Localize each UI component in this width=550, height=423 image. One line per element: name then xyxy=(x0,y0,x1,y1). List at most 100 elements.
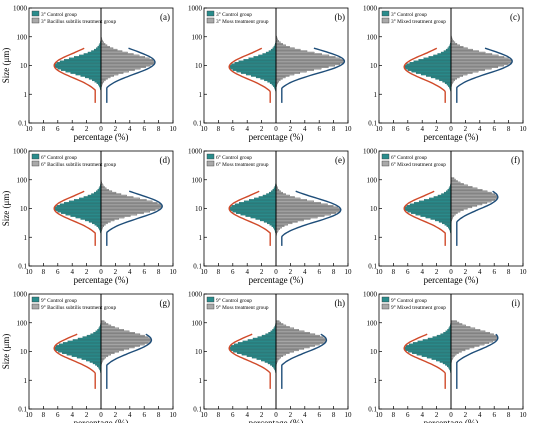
bar-left xyxy=(434,219,452,222)
bar-right xyxy=(100,62,156,64)
bar-left xyxy=(269,82,277,84)
bar-right xyxy=(275,336,324,338)
fit-curve-left xyxy=(53,333,96,389)
bar-left xyxy=(96,47,102,50)
bar-left xyxy=(407,69,452,71)
bar-left xyxy=(437,53,452,55)
bar-left xyxy=(239,202,277,204)
bar-right xyxy=(100,355,109,357)
legend-label-treatment: 6° Mixed treatment group xyxy=(391,161,446,168)
bar-right xyxy=(275,220,298,223)
bar-right xyxy=(275,352,290,354)
bar-right xyxy=(100,206,162,209)
bar-left xyxy=(245,73,277,76)
bar-right xyxy=(450,76,460,79)
bar-left xyxy=(263,220,277,223)
bar-left xyxy=(423,57,452,60)
y-tick-label: 1 xyxy=(199,91,203,99)
bar-right xyxy=(450,77,457,80)
bar-left xyxy=(237,342,277,344)
x-tick-label: 6 xyxy=(56,125,60,133)
y-tick-label: 10 xyxy=(195,62,203,70)
bar-left xyxy=(252,337,277,340)
legend-label-treatment: 9° Mixed treatment group xyxy=(391,304,446,311)
x-tick-label: 2 xyxy=(85,125,89,133)
bar-right xyxy=(100,46,110,48)
bar-right xyxy=(100,59,153,61)
x-tick-label: 4 xyxy=(420,268,424,276)
bar-right xyxy=(450,203,483,206)
x-tick-label: 8 xyxy=(507,268,511,276)
bar-right xyxy=(100,222,108,225)
bar-right xyxy=(100,193,122,195)
bar-left xyxy=(250,216,277,219)
y-tick-label: 1000 xyxy=(188,148,203,156)
bar-right xyxy=(100,207,160,210)
bar-left xyxy=(61,212,102,214)
x-tick-label: 4 xyxy=(128,268,132,276)
bar-right xyxy=(450,323,463,325)
bar-right xyxy=(275,324,287,327)
bar-left xyxy=(75,73,102,76)
bar-left xyxy=(248,57,277,60)
x-tick-label: 2 xyxy=(464,268,468,276)
bar-right xyxy=(275,50,308,52)
bar-right xyxy=(100,209,156,211)
bar-right xyxy=(100,348,130,350)
x-tick-label: 0 xyxy=(449,268,453,276)
bar-right xyxy=(450,48,473,51)
bar-left xyxy=(54,348,102,350)
bar-right xyxy=(100,333,141,336)
bar-right xyxy=(450,187,478,190)
x-tick-label: 2 xyxy=(435,411,439,419)
bar-right xyxy=(450,70,479,73)
bar-left xyxy=(54,64,102,67)
x-tick-label: 8 xyxy=(42,411,46,419)
bar-left xyxy=(432,336,452,338)
bar-left xyxy=(54,207,102,210)
bar-right xyxy=(275,213,331,216)
x-axis-title: percentage (%) xyxy=(74,132,129,142)
bar-left xyxy=(411,70,452,73)
legend-label-control: 9° Control group xyxy=(216,297,252,304)
bar-right xyxy=(450,202,488,204)
bar-right xyxy=(450,53,493,55)
bar-right xyxy=(100,345,140,347)
bar-left xyxy=(405,209,452,211)
y-tick-label: 100 xyxy=(192,33,203,41)
bar-right xyxy=(100,75,114,77)
x-axis-title: percentage (%) xyxy=(249,132,304,142)
y-tick-label: 100 xyxy=(17,33,28,41)
x-tick-label: 4 xyxy=(420,125,424,133)
bar-right xyxy=(450,63,509,66)
bar-left xyxy=(404,206,452,209)
legend-swatch-treatment xyxy=(381,303,390,310)
bar-right xyxy=(275,79,281,82)
x-axis-title: percentage (%) xyxy=(249,275,304,285)
x-tick-label: 8 xyxy=(157,268,161,276)
bar-left xyxy=(447,365,452,368)
bar-left xyxy=(96,82,102,84)
y-tick-label: 0.1 xyxy=(368,120,377,128)
bar-left xyxy=(405,67,452,70)
bar-left xyxy=(236,70,277,73)
bar-right xyxy=(275,73,295,76)
legend-swatch-control xyxy=(381,153,390,160)
bar-left xyxy=(262,194,277,197)
y-tick-label: 1 xyxy=(374,234,378,242)
x-tick-label: 6 xyxy=(492,268,496,276)
bar-left xyxy=(426,356,452,359)
x-tick-label: 4 xyxy=(478,411,482,419)
bar-right xyxy=(450,210,461,213)
bar-right xyxy=(275,333,316,336)
bar-right xyxy=(450,336,498,338)
legend-swatch-treatment xyxy=(31,17,40,24)
bar-left xyxy=(408,350,452,353)
x-tick-label: 4 xyxy=(303,125,307,133)
y-tick-label: 100 xyxy=(192,319,203,327)
bar-left xyxy=(88,77,102,80)
bar-left xyxy=(444,223,452,226)
bar-right xyxy=(275,339,327,341)
bar-left xyxy=(245,215,277,217)
